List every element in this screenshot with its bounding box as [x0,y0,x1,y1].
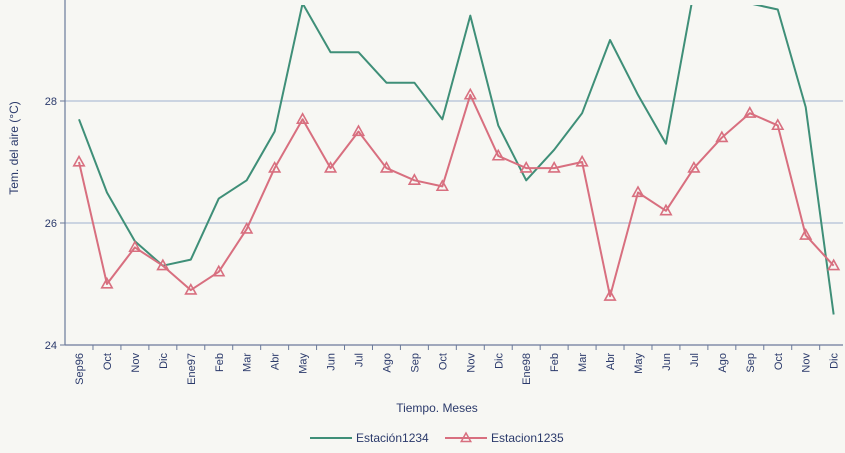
data-point-marker [715,130,729,143]
x-tick-label: Sep [745,353,757,373]
data-point-marker [435,179,449,192]
data-point-marker [519,160,533,173]
data-point-marker [771,118,785,131]
x-tick-label: Ago [381,353,393,373]
data-point-marker [463,87,477,100]
y-tick-label: 28 [45,96,57,108]
x-tick-label: Nov [801,353,813,373]
x-tick-label: May [298,353,310,374]
data-point-marker [128,240,142,253]
x-tick-label: Jul [689,353,701,367]
x-tick-label: Mar [577,353,589,372]
series-line-1 [78,93,835,298]
x-tick-label: Feb [214,353,226,372]
data-point-marker [491,148,505,161]
data-point-marker [72,154,86,167]
x-tick-label: Abr [270,353,282,370]
data-point-marker [212,264,226,277]
x-tick-label: Jun [661,353,673,371]
data-point-marker [379,160,394,173]
x-tick-label: Dic [829,353,841,369]
data-point-marker [407,173,421,185]
x-axis-title: Tiempo. Meses [396,401,478,415]
x-tick-label: Oct [773,353,785,370]
series-line-0 [78,5,835,315]
x-tick-label: Ene97 [186,353,198,385]
x-tick-label: Feb [549,353,561,372]
x-tick-label: Nov [465,353,477,373]
x-tick-label: Sep [409,353,421,373]
data-point-marker [631,185,645,198]
legend: Estación1234 Estacion1235 [310,431,564,445]
legend-label: Estacion1235 [491,431,564,445]
data-point-marker [659,203,673,216]
x-tick-labels: Sep96 Oct Nov Dic Ene97 Feb Mar Abr May Jun Jul Ago… [74,353,841,385]
legend-label: Estación1234 [356,431,429,445]
data-point-marker [547,160,561,173]
data-point-marker [296,112,310,124]
y-tick-labels: 24 26 28 [45,96,57,352]
x-tick-label: Nov [130,353,142,373]
data-point-marker [240,221,254,234]
x-tick-label: Dic [158,353,170,369]
data-point-marker [799,228,813,240]
y-axis-title: Tem. del aire (°C) [7,101,21,195]
axes [60,0,843,350]
data-point-marker [743,106,757,118]
x-tick-label: Mar [242,353,254,372]
x-tick-label: Jul [354,353,366,367]
x-tick-label: Sep96 [74,353,86,385]
y-tick-label: 26 [45,218,57,230]
x-tick-label: Abr [605,353,617,370]
x-tick-label: Oct [437,353,449,370]
data-point-marker [100,276,114,289]
data-point-marker [351,124,366,137]
data-point-marker [184,282,198,295]
grid-lines [65,100,843,224]
x-tick-label: May [633,353,645,374]
x-tick-label: Dic [493,353,505,369]
y-tick-label: 24 [45,340,57,352]
x-tick-label: Jun [326,353,338,371]
data-point-marker [827,258,841,271]
x-tick-label: Ene98 [521,353,533,385]
legend-marker [459,431,473,443]
data-point-marker [156,258,170,271]
data-point-marker [323,160,338,173]
x-tick-label: Oct [102,353,114,370]
data-point-marker [575,154,589,167]
series-layer [72,5,841,315]
data-point-marker [687,160,701,173]
data-point-marker [268,160,282,173]
data-point-marker [603,289,617,301]
x-tick-label: Ago [717,353,729,373]
